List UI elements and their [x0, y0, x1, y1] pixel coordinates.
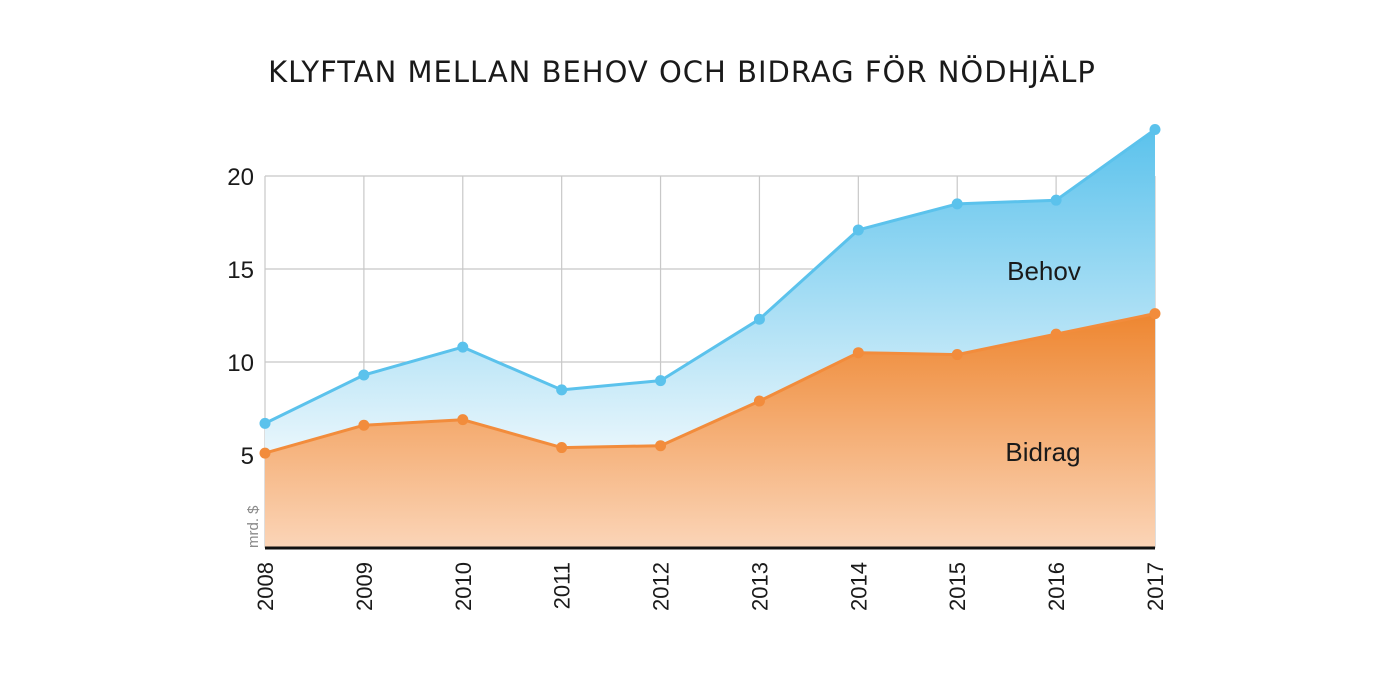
point-bidrag-2009	[358, 419, 370, 431]
point-behov-2012	[655, 375, 667, 387]
point-behov-2010	[457, 341, 469, 353]
axes: 5 10 15 20 2008 2009 2010 2011 2012 2013 2014 2015 2…	[227, 164, 1168, 611]
x-tick-label-2008: 2008	[253, 562, 278, 611]
x-tick-label-2010: 2010	[451, 562, 476, 611]
point-behov-2014	[852, 224, 864, 236]
point-behov-2011	[556, 384, 568, 396]
point-bidrag-2012	[655, 440, 667, 452]
point-behov-2016	[1050, 194, 1062, 206]
line-behov	[264, 128, 1156, 425]
x-tick-label-2011: 2011	[550, 562, 575, 609]
y-tick-label-10: 10	[227, 350, 254, 377]
lines	[264, 128, 1156, 455]
x-tick-label-2012: 2012	[649, 562, 674, 611]
area-bidrag	[265, 313, 1155, 548]
x-tick-label-2015: 2015	[945, 562, 970, 611]
points	[259, 124, 1161, 459]
y-tick-label-15: 15	[227, 257, 254, 284]
point-bidrag-2014	[852, 347, 864, 359]
x-tick-label-2013: 2013	[747, 562, 772, 611]
point-bidrag-2013	[753, 395, 765, 407]
y-tick-label-5: 5	[241, 443, 254, 470]
point-behov-2013	[753, 313, 765, 325]
x-tick-label-2014: 2014	[846, 562, 871, 611]
point-bidrag-2011	[556, 442, 568, 454]
point-behov-2008	[259, 417, 271, 429]
x-tick-label-2017: 2017	[1143, 562, 1168, 611]
y-axis-unit-label: mrd. $	[245, 505, 262, 548]
point-bidrag-2016	[1050, 328, 1062, 340]
series-label-behov: Behov	[1007, 256, 1081, 286]
series-label-bidrag: Bidrag	[1005, 437, 1080, 467]
point-behov-2009	[358, 369, 370, 381]
x-tick-label-2009: 2009	[352, 562, 377, 611]
areas	[265, 129, 1155, 548]
point-behov-2015	[951, 198, 963, 210]
point-bidrag-2010	[457, 414, 469, 426]
y-tick-label-20: 20	[227, 164, 254, 191]
chart-title: KLYFTAN MELLAN BEHOV OCH BIDRAG FÖR NÖDH…	[268, 55, 1096, 89]
point-behov-2017	[1149, 124, 1161, 135]
line-bidrag	[264, 312, 1156, 455]
point-bidrag-2017	[1149, 308, 1161, 320]
x-tick-label-2016: 2016	[1044, 562, 1069, 611]
point-bidrag-2008	[259, 447, 271, 459]
point-bidrag-2015	[951, 349, 963, 361]
